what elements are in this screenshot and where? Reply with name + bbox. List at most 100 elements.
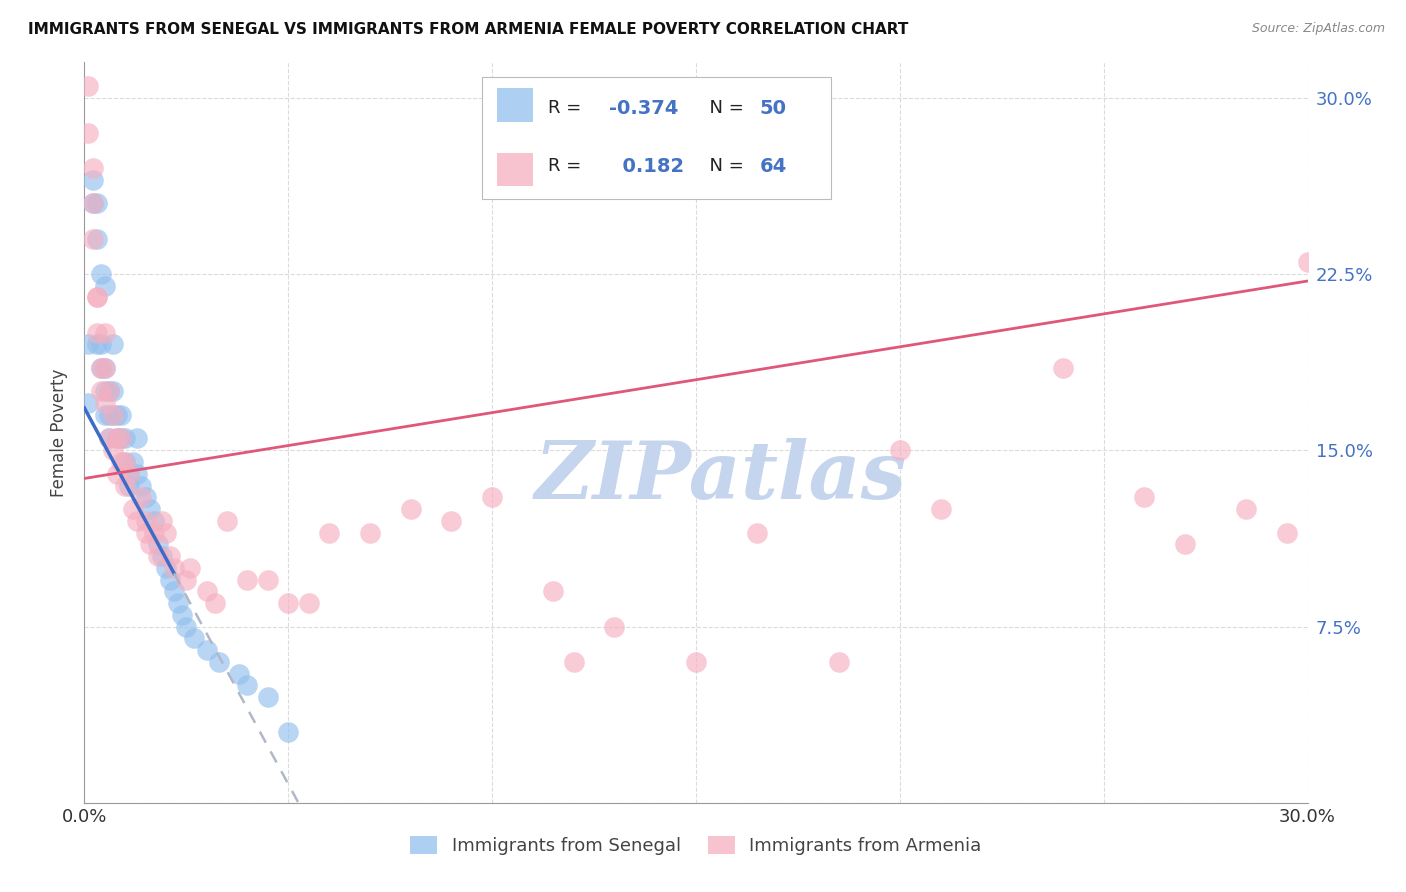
Point bbox=[135, 514, 157, 528]
Point bbox=[195, 643, 218, 657]
Point bbox=[208, 655, 231, 669]
Legend: Immigrants from Senegal, Immigrants from Armenia: Immigrants from Senegal, Immigrants from… bbox=[401, 827, 991, 864]
Point bbox=[114, 432, 136, 446]
Point bbox=[135, 490, 157, 504]
Point bbox=[114, 478, 136, 492]
Point bbox=[1296, 255, 1319, 269]
Point bbox=[155, 561, 177, 575]
Point bbox=[1174, 537, 1197, 551]
Point bbox=[93, 278, 115, 293]
Point bbox=[150, 549, 173, 563]
Point bbox=[86, 290, 108, 304]
Point bbox=[101, 443, 124, 458]
Point bbox=[93, 396, 115, 410]
Point bbox=[101, 384, 124, 399]
Point bbox=[236, 678, 259, 692]
Point bbox=[543, 584, 565, 599]
Point bbox=[142, 514, 165, 528]
Point bbox=[122, 455, 145, 469]
Point bbox=[183, 632, 205, 646]
Point bbox=[114, 455, 136, 469]
Point bbox=[135, 525, 157, 540]
Point bbox=[82, 232, 104, 246]
Point bbox=[159, 549, 181, 563]
Point bbox=[90, 267, 112, 281]
Point bbox=[86, 337, 108, 351]
FancyBboxPatch shape bbox=[496, 153, 533, 186]
Text: R =: R = bbox=[548, 99, 586, 118]
Point bbox=[77, 396, 100, 410]
Point bbox=[298, 596, 321, 610]
Text: ZIPatlas: ZIPatlas bbox=[534, 438, 907, 516]
Point bbox=[110, 408, 132, 422]
Point bbox=[93, 326, 115, 340]
Point bbox=[359, 525, 381, 540]
Point bbox=[97, 384, 120, 399]
Point bbox=[131, 478, 153, 492]
Point bbox=[603, 619, 626, 633]
Point bbox=[86, 232, 108, 246]
Point bbox=[90, 361, 112, 376]
Point bbox=[105, 432, 128, 446]
Text: -0.374: -0.374 bbox=[609, 99, 679, 118]
Point bbox=[127, 467, 149, 481]
Point bbox=[101, 408, 124, 422]
Text: R =: R = bbox=[548, 157, 586, 175]
Point bbox=[195, 584, 218, 599]
Point bbox=[114, 455, 136, 469]
Point bbox=[1133, 490, 1156, 504]
Point bbox=[1277, 525, 1299, 540]
Point bbox=[77, 337, 100, 351]
Point bbox=[277, 725, 299, 739]
Point bbox=[97, 384, 120, 399]
Point bbox=[110, 432, 132, 446]
Point bbox=[167, 596, 190, 610]
Point bbox=[179, 561, 201, 575]
Point bbox=[90, 384, 112, 399]
Point bbox=[82, 196, 104, 211]
Point bbox=[155, 525, 177, 540]
Point bbox=[93, 384, 115, 399]
Point bbox=[1052, 361, 1074, 376]
Point bbox=[146, 549, 169, 563]
Text: IMMIGRANTS FROM SENEGAL VS IMMIGRANTS FROM ARMENIA FEMALE POVERTY CORRELATION CH: IMMIGRANTS FROM SENEGAL VS IMMIGRANTS FR… bbox=[28, 22, 908, 37]
Point bbox=[131, 490, 153, 504]
Point bbox=[97, 408, 120, 422]
Point bbox=[174, 573, 197, 587]
Text: 64: 64 bbox=[759, 157, 787, 176]
Point bbox=[172, 607, 194, 622]
Point bbox=[77, 126, 100, 140]
Point bbox=[97, 432, 120, 446]
Point bbox=[105, 408, 128, 422]
Point bbox=[138, 502, 160, 516]
Point bbox=[138, 537, 160, 551]
Point bbox=[118, 467, 141, 481]
Point bbox=[399, 502, 422, 516]
Point bbox=[101, 337, 124, 351]
Point bbox=[150, 514, 173, 528]
FancyBboxPatch shape bbox=[482, 78, 831, 200]
Point bbox=[142, 525, 165, 540]
Point bbox=[82, 173, 104, 187]
Point bbox=[440, 514, 463, 528]
Point bbox=[105, 467, 128, 481]
Point bbox=[86, 196, 108, 211]
Point bbox=[228, 666, 250, 681]
Point bbox=[204, 596, 226, 610]
Point bbox=[889, 443, 911, 458]
Point bbox=[236, 573, 259, 587]
Point bbox=[929, 502, 952, 516]
Text: Source: ZipAtlas.com: Source: ZipAtlas.com bbox=[1251, 22, 1385, 36]
Point bbox=[110, 432, 132, 446]
Point bbox=[122, 502, 145, 516]
FancyBboxPatch shape bbox=[496, 88, 533, 121]
Point bbox=[562, 655, 585, 669]
Point bbox=[118, 478, 141, 492]
Text: 50: 50 bbox=[759, 99, 786, 118]
Point bbox=[159, 573, 181, 587]
Point bbox=[86, 326, 108, 340]
Point bbox=[174, 619, 197, 633]
Point bbox=[318, 525, 340, 540]
Point bbox=[93, 361, 115, 376]
Point bbox=[101, 408, 124, 422]
